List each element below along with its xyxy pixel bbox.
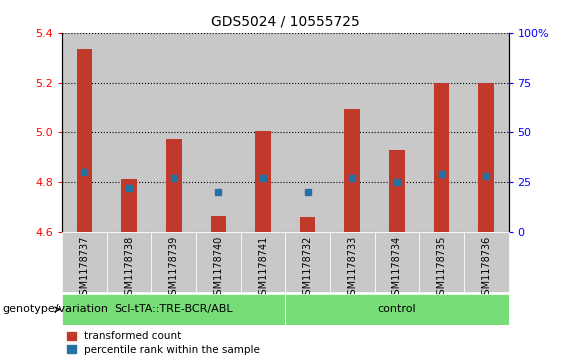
Text: GSM1178740: GSM1178740 <box>214 235 223 301</box>
FancyBboxPatch shape <box>419 232 464 292</box>
Bar <box>389 150 405 232</box>
FancyBboxPatch shape <box>464 232 508 292</box>
FancyBboxPatch shape <box>196 232 241 292</box>
Text: GSM1178732: GSM1178732 <box>303 235 312 301</box>
FancyBboxPatch shape <box>285 294 508 325</box>
Text: GSM1178735: GSM1178735 <box>437 235 446 301</box>
Text: GSM1178737: GSM1178737 <box>80 235 89 301</box>
Text: control: control <box>377 305 416 314</box>
Bar <box>419 33 464 232</box>
FancyBboxPatch shape <box>375 232 419 292</box>
Bar <box>151 33 196 232</box>
Text: GSM1178734: GSM1178734 <box>392 235 402 301</box>
Legend: transformed count, percentile rank within the sample: transformed count, percentile rank withi… <box>67 331 260 355</box>
Text: ScI-tTA::TRE-BCR/ABL: ScI-tTA::TRE-BCR/ABL <box>115 305 233 314</box>
FancyBboxPatch shape <box>285 232 330 292</box>
Bar <box>255 131 271 232</box>
FancyBboxPatch shape <box>241 232 285 292</box>
Bar <box>211 216 226 232</box>
FancyBboxPatch shape <box>330 232 375 292</box>
Bar <box>241 33 285 232</box>
FancyBboxPatch shape <box>151 232 196 292</box>
Bar <box>121 179 137 232</box>
Bar <box>77 49 92 232</box>
Text: GSM1178739: GSM1178739 <box>169 235 179 301</box>
Text: GSM1178733: GSM1178733 <box>347 235 357 301</box>
Bar <box>434 82 449 232</box>
FancyBboxPatch shape <box>62 294 285 325</box>
Bar <box>330 33 375 232</box>
Bar <box>300 217 315 232</box>
Text: GSM1178738: GSM1178738 <box>124 235 134 301</box>
Bar <box>196 33 241 232</box>
Bar <box>285 33 330 232</box>
Bar <box>464 33 508 232</box>
Title: GDS5024 / 10555725: GDS5024 / 10555725 <box>211 15 360 29</box>
Text: genotype/variation: genotype/variation <box>3 305 109 314</box>
Text: GSM1178741: GSM1178741 <box>258 235 268 301</box>
Bar <box>166 139 181 232</box>
FancyBboxPatch shape <box>62 232 107 292</box>
Bar <box>479 82 494 232</box>
Bar <box>345 109 360 232</box>
FancyBboxPatch shape <box>107 232 151 292</box>
Bar <box>107 33 151 232</box>
Bar <box>375 33 419 232</box>
Bar <box>62 33 107 232</box>
Text: GSM1178736: GSM1178736 <box>481 235 491 301</box>
